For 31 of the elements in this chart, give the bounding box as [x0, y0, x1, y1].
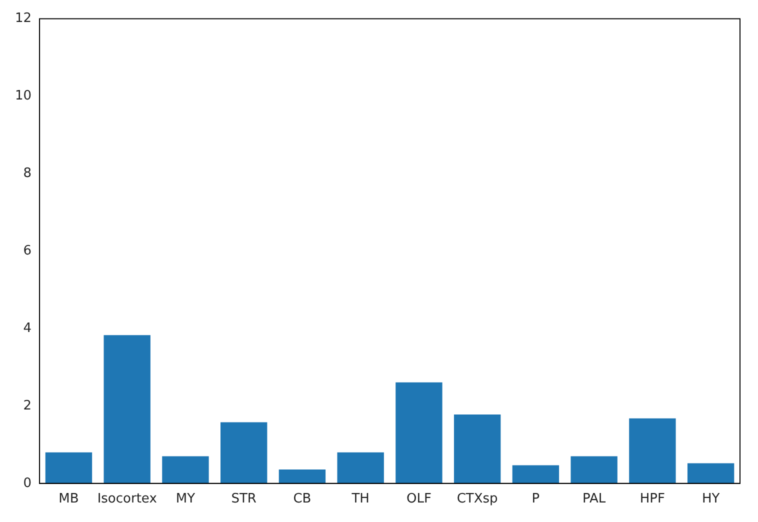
y-tick-label: 0	[23, 476, 32, 491]
y-tick-label: 12	[14, 11, 32, 26]
bar	[629, 418, 676, 484]
y-tick-label: 10	[14, 88, 32, 104]
x-tick-label: Isocortex	[97, 492, 158, 507]
bar	[512, 465, 560, 484]
x-tick-label: CTXsp	[456, 492, 498, 507]
x-tick-label: HY	[702, 492, 720, 507]
bar	[396, 382, 442, 484]
y-tick-label: 6	[23, 243, 32, 258]
x-tick-label: HPF	[640, 492, 665, 507]
bar	[45, 452, 92, 484]
y-tick-label: 2	[23, 398, 32, 414]
bar	[337, 452, 384, 484]
bar	[454, 414, 501, 484]
bar	[162, 456, 209, 484]
bar	[687, 463, 734, 484]
x-tick-label: TH	[350, 492, 370, 507]
bar	[278, 469, 326, 484]
y-tick-label: 4	[23, 320, 32, 336]
bar	[220, 422, 268, 484]
x-tick-label: OLF	[406, 492, 432, 507]
bar	[570, 456, 618, 484]
x-tick-label: MY	[176, 492, 196, 507]
x-tick-label: MB	[58, 492, 79, 507]
x-tick-label: CB	[293, 492, 312, 507]
x-tick-label: PAL	[582, 492, 606, 507]
y-tick-label: 8	[23, 166, 32, 182]
bar	[104, 335, 150, 484]
x-tick-label: P	[532, 492, 540, 507]
x-tick-label: STR	[231, 492, 256, 507]
